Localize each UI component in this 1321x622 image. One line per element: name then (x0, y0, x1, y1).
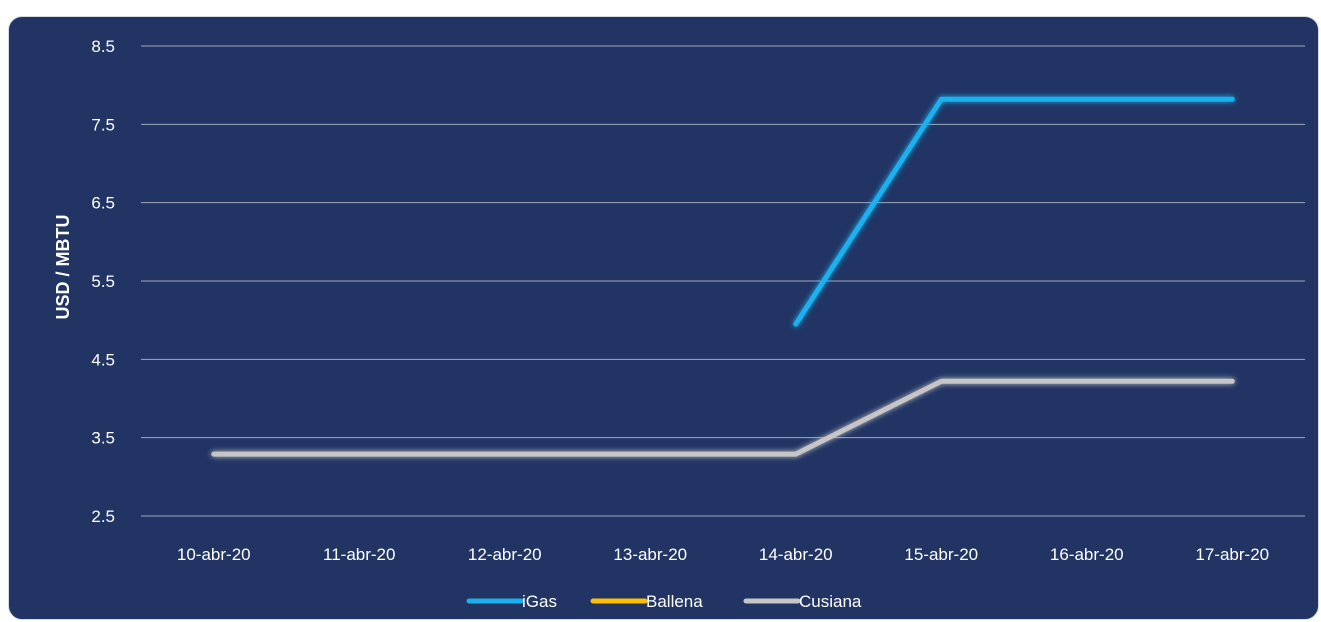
x-tick-label: 11-abr-20 (323, 545, 395, 564)
x-axis-ticks: 10-abr-20 11-abr-20 12-abr-20 13-abr-20 14-a… (177, 545, 1269, 564)
x-tick-label: 16-abr-20 (1050, 545, 1124, 564)
y-tick-label: 8.5 (91, 37, 115, 56)
legend-label-cusiana: Cusiana (799, 592, 862, 611)
series-lines (211, 96, 1235, 457)
x-tick-label: 12-abr-20 (468, 545, 542, 564)
x-tick-label: 14-abr-20 (759, 545, 833, 564)
x-tick-label: 15-abr-20 (904, 545, 978, 564)
y-tick-label: 3.5 (91, 429, 115, 448)
y-tick-label: 5.5 (91, 272, 115, 291)
legend-label-ballena: Ballena (646, 592, 703, 611)
y-tick-label: 2.5 (91, 507, 115, 526)
y-axis-ticks: 8.5 7.5 6.5 5.5 4.5 3.5 2.5 (91, 37, 115, 526)
chart-panel: 8.5 7.5 6.5 5.5 4.5 3.5 2.5 10-abr-20 11-abr-20… (8, 16, 1319, 620)
series-line-cusiana (211, 378, 1235, 457)
y-axis-label: USD / MBTU (53, 215, 73, 320)
x-tick-label: 17-abr-20 (1195, 545, 1269, 564)
series-line-igas (793, 96, 1235, 327)
x-tick-label: 10-abr-20 (177, 545, 251, 564)
legend: iGas Ballena Cusiana (466, 592, 862, 611)
line-chart: 8.5 7.5 6.5 5.5 4.5 3.5 2.5 10-abr-20 11-abr-20… (53, 37, 1305, 611)
gridlines (141, 45, 1305, 517)
x-tick-label: 13-abr-20 (613, 545, 687, 564)
y-tick-label: 7.5 (91, 115, 115, 134)
legend-label-igas: iGas (522, 592, 557, 611)
y-tick-label: 4.5 (91, 350, 115, 369)
y-tick-label: 6.5 (91, 194, 115, 213)
